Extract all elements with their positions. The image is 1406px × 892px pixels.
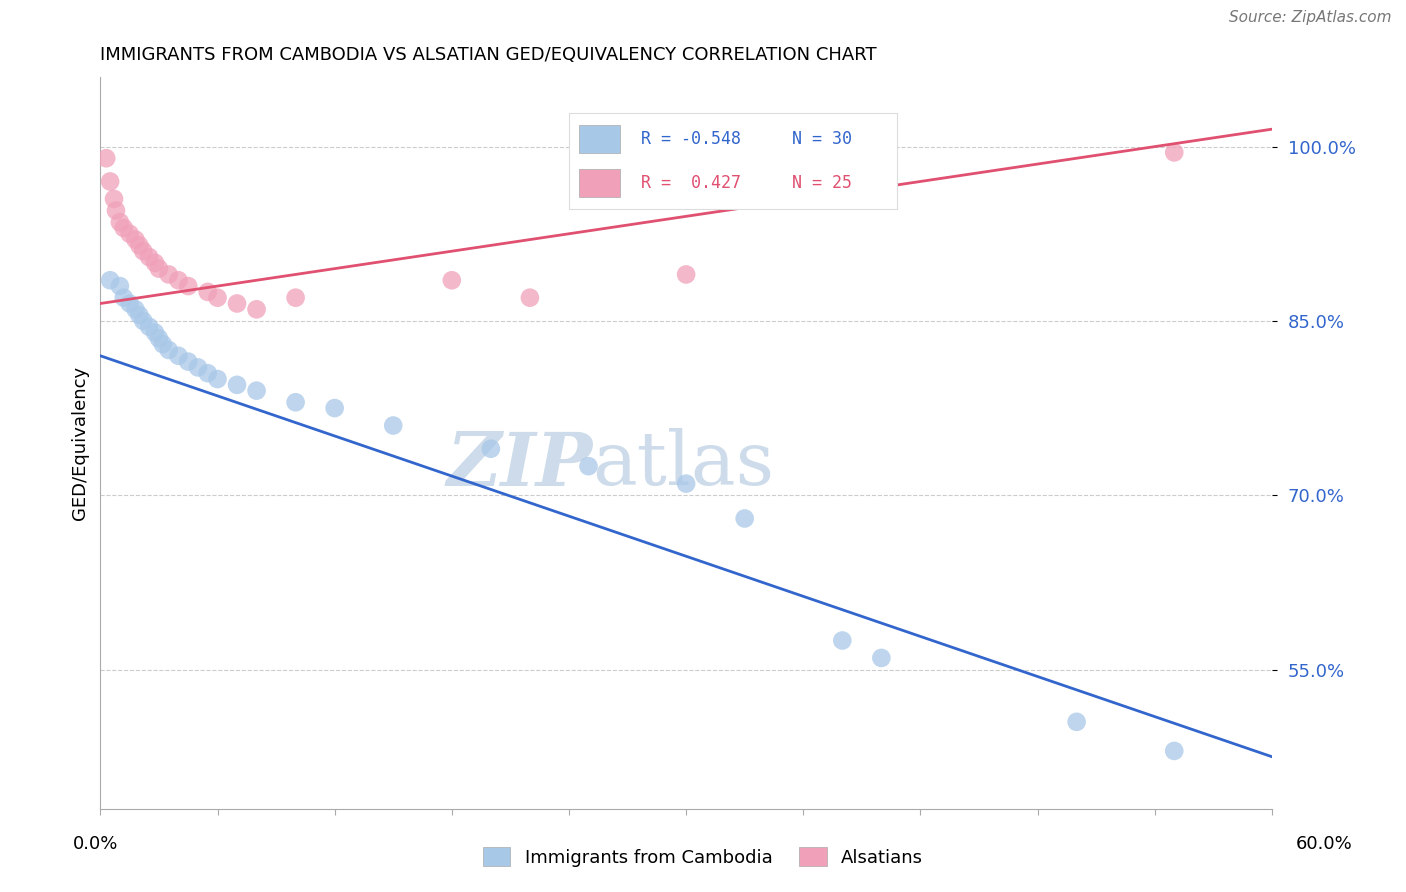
Point xyxy=(1163,145,1185,160)
Text: atlas: atlas xyxy=(592,428,775,501)
Point xyxy=(152,337,174,351)
Legend: Immigrants from Cambodia, Alsatians: Immigrants from Cambodia, Alsatians xyxy=(475,840,931,874)
Point xyxy=(245,302,267,317)
Point xyxy=(226,296,249,310)
Point xyxy=(675,268,697,282)
Text: Source: ZipAtlas.com: Source: ZipAtlas.com xyxy=(1229,11,1392,25)
Point xyxy=(226,377,249,392)
Point xyxy=(167,349,190,363)
Point xyxy=(103,192,125,206)
Point xyxy=(108,279,131,293)
Text: 60.0%: 60.0% xyxy=(1296,835,1353,853)
Point xyxy=(104,203,127,218)
Point xyxy=(167,273,190,287)
Point xyxy=(177,354,200,368)
Point xyxy=(382,418,405,433)
Text: 0.0%: 0.0% xyxy=(73,835,118,853)
Point xyxy=(148,261,170,276)
Point xyxy=(323,401,346,415)
Point xyxy=(440,273,463,287)
Point xyxy=(177,279,200,293)
Point xyxy=(578,459,600,474)
Point xyxy=(197,285,219,299)
Point xyxy=(197,366,219,380)
Point xyxy=(118,227,141,241)
Point xyxy=(519,291,541,305)
Point xyxy=(734,511,756,525)
Point xyxy=(157,343,180,357)
Point xyxy=(870,651,893,665)
Point xyxy=(479,442,502,456)
Point xyxy=(108,215,131,229)
Point xyxy=(124,302,146,317)
Point xyxy=(675,476,697,491)
Point xyxy=(132,314,155,328)
Point xyxy=(98,273,121,287)
Point xyxy=(118,296,141,310)
Point xyxy=(207,291,229,305)
Point xyxy=(143,326,166,340)
Point xyxy=(207,372,229,386)
Point xyxy=(124,233,146,247)
Point xyxy=(128,238,150,252)
Point xyxy=(138,250,160,264)
Point xyxy=(96,151,118,165)
Point xyxy=(112,291,135,305)
Text: IMMIGRANTS FROM CAMBODIA VS ALSATIAN GED/EQUIVALENCY CORRELATION CHART: IMMIGRANTS FROM CAMBODIA VS ALSATIAN GED… xyxy=(100,46,877,64)
Point xyxy=(128,308,150,322)
Point xyxy=(98,174,121,188)
Point xyxy=(245,384,267,398)
Point xyxy=(1066,714,1088,729)
Point xyxy=(143,256,166,270)
Text: ZIP: ZIP xyxy=(446,429,592,501)
Point xyxy=(148,331,170,345)
Point xyxy=(187,360,209,375)
Point xyxy=(284,395,307,409)
Point xyxy=(284,291,307,305)
Point xyxy=(132,244,155,259)
Point xyxy=(1163,744,1185,758)
Point xyxy=(157,268,180,282)
Point xyxy=(138,319,160,334)
Point xyxy=(831,633,853,648)
Y-axis label: GED/Equivalency: GED/Equivalency xyxy=(72,366,89,520)
Point xyxy=(112,221,135,235)
